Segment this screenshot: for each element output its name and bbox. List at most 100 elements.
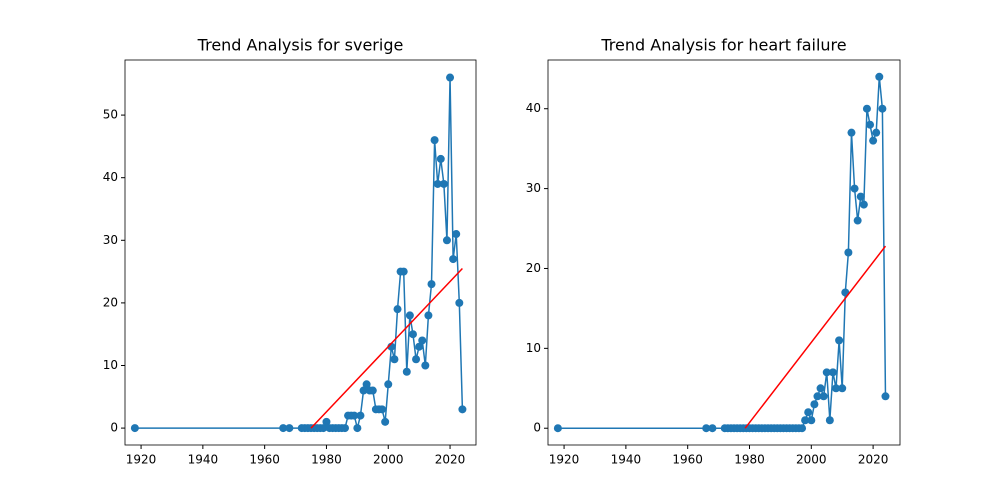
y-tick-label: 40 (526, 101, 541, 115)
data-point (381, 417, 390, 426)
data-point (368, 386, 377, 395)
data-point (433, 179, 442, 188)
data-point (878, 104, 887, 113)
data-point (810, 400, 819, 409)
y-tick-label: 0 (533, 421, 541, 435)
data-point (804, 408, 813, 417)
data-point (393, 305, 402, 314)
data-point (353, 424, 362, 433)
data-point (859, 200, 868, 209)
data-point (869, 136, 878, 145)
data-point (408, 330, 417, 339)
data-point (449, 255, 458, 264)
data-point (813, 392, 822, 401)
y-tick-label: 30 (103, 233, 118, 247)
data-point (384, 380, 393, 389)
data-point (819, 392, 828, 401)
data-point (708, 424, 717, 433)
data-point (825, 416, 834, 425)
data-point (822, 368, 831, 377)
x-tick-label: 2020 (858, 453, 889, 467)
data-point (439, 179, 448, 188)
data-point (402, 367, 411, 376)
data-point (421, 361, 430, 370)
x-tick-label: 1920 (126, 453, 157, 467)
data-point (418, 336, 427, 345)
axes: Trend Analysis for heart failure 1920 1940… (526, 36, 901, 467)
data-point (452, 230, 461, 239)
data-point (424, 311, 433, 320)
x-tick-label: 1960 (249, 453, 280, 467)
data-point (816, 384, 825, 393)
chart-title: Trend Analysis for heart failure (600, 36, 846, 55)
data-point (436, 154, 445, 163)
y-tick-label: 20 (526, 261, 541, 275)
y-tick-label: 30 (526, 181, 541, 195)
data-point (322, 417, 331, 426)
data-point (835, 336, 844, 345)
data-point (862, 104, 871, 113)
data-point (415, 342, 424, 351)
data-point (350, 411, 359, 420)
axes-frame (124, 59, 477, 446)
data-point (832, 384, 841, 393)
data-point (356, 411, 365, 420)
data-point (390, 355, 399, 364)
data-point (378, 405, 387, 414)
data-point (130, 424, 139, 433)
data-point (430, 136, 439, 145)
data-point (801, 416, 810, 425)
data-point (427, 280, 436, 289)
chart-title: Trend Analysis for sverige (197, 36, 404, 55)
data-line (134, 77, 464, 429)
data-point (881, 392, 890, 401)
y-tick-label: 10 (526, 341, 541, 355)
data-point (442, 236, 451, 245)
data-point (798, 424, 807, 433)
data-point (412, 355, 421, 364)
data-line (310, 267, 463, 429)
data-line (557, 76, 887, 429)
data-point (359, 386, 368, 395)
data-point (399, 267, 408, 276)
data-point (319, 424, 328, 433)
data-point (872, 128, 881, 137)
data-point (853, 216, 862, 225)
y-tick-label: 20 (103, 295, 118, 309)
data-point (828, 368, 837, 377)
data-point (866, 120, 875, 129)
y-tick-label: 10 (103, 358, 118, 372)
x-tick-label: 1980 (734, 453, 765, 467)
data-point (362, 380, 371, 389)
x-tick-label: 1920 (549, 453, 580, 467)
data-point (850, 184, 859, 193)
data-point (702, 424, 711, 433)
data-line (744, 245, 887, 429)
y-tick-label: 50 (103, 108, 118, 122)
x-tick-label: 2000 (373, 453, 404, 467)
data-point (285, 424, 294, 433)
data-point (847, 128, 856, 137)
data-point (279, 424, 288, 433)
x-tick-label: 2020 (435, 453, 466, 467)
axes-frame (547, 59, 901, 446)
data-point (405, 311, 414, 320)
data-point (458, 405, 467, 414)
x-tick-label: 1980 (311, 453, 342, 467)
data-point (340, 424, 349, 433)
data-point (856, 192, 865, 201)
x-tick-label: 1940 (188, 453, 219, 467)
data-point (553, 424, 562, 433)
x-tick-label: 1960 (672, 453, 703, 467)
data-point (844, 248, 853, 257)
y-tick-label: 0 (110, 421, 118, 435)
x-tick-label: 1940 (611, 453, 642, 467)
data-point (875, 72, 884, 81)
data-point (455, 298, 464, 307)
axes: Trend Analysis for sverige 1920 1940 1960 19… (103, 36, 477, 467)
data-point (807, 416, 816, 425)
data-point (446, 73, 455, 82)
data-point (838, 384, 847, 393)
y-tick-label: 40 (103, 170, 118, 184)
